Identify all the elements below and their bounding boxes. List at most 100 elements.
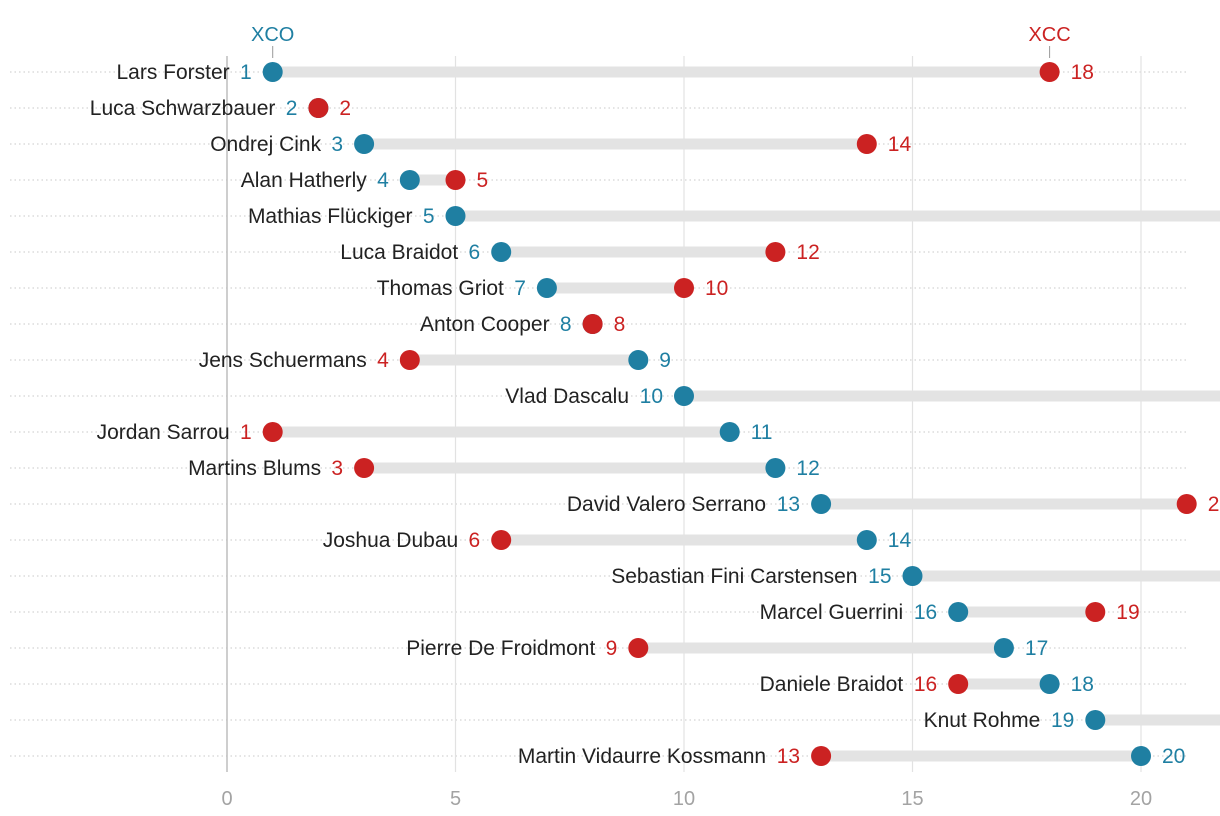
rider-name: Luca Braidot xyxy=(340,241,458,264)
point-xcc xyxy=(582,314,603,334)
value-label-xco: 17 xyxy=(1025,637,1048,660)
x-tick-label: 10 xyxy=(673,788,695,810)
rider-name: Thomas Griot xyxy=(377,277,504,300)
rider-name: Sebastian Fini Carstensen xyxy=(611,565,857,588)
range-bars xyxy=(272,66,1220,762)
value-label-xcc: 6 xyxy=(469,529,481,552)
point-xco xyxy=(719,422,740,442)
point-xcc xyxy=(765,242,786,262)
series-label-xco: XCO xyxy=(251,24,294,46)
value-label-xcc: 12 xyxy=(796,241,819,264)
value-label-xco: 20 xyxy=(1162,745,1185,768)
x-tick-label: 20 xyxy=(1130,788,1152,810)
rider-name: Vlad Dascalu xyxy=(505,385,629,408)
value-label-xco: 15 xyxy=(868,565,891,588)
value-label-xco: 4 xyxy=(377,169,389,192)
point-xco xyxy=(902,566,923,586)
point-xco xyxy=(1085,710,1106,730)
value-label-xcc: 10 xyxy=(705,277,728,300)
value-label-xcc: 18 xyxy=(1071,61,1094,84)
value-label-xco: 2 xyxy=(286,97,298,120)
value-label-xco: 5 xyxy=(423,205,435,228)
point-xco xyxy=(445,206,466,226)
point-xcc xyxy=(308,98,329,118)
value-label-xco: 18 xyxy=(1071,673,1094,696)
x-axis-ticks: 0510152025303540 xyxy=(221,788,1152,810)
value-label-xcc: 9 xyxy=(606,637,618,660)
rider-name: Daniele Braidot xyxy=(760,673,904,696)
point-xcc xyxy=(399,350,420,370)
series-header: XCO XCC xyxy=(251,24,1071,58)
value-label-xco: 16 xyxy=(914,601,937,624)
point-xco xyxy=(811,494,832,514)
labels: 1 18 Lars Forster 2 2 Luca Schwarzbauer 3 14 Ond… xyxy=(90,61,1220,768)
point-xco xyxy=(674,386,694,406)
value-label-xco: 9 xyxy=(659,349,671,372)
point-xco xyxy=(765,458,786,478)
point-xcc xyxy=(811,746,832,766)
point-xco xyxy=(354,134,375,154)
rider-name: Jens Schuermans xyxy=(199,349,367,372)
point-xcc xyxy=(1085,602,1106,622)
point-xco xyxy=(856,530,877,550)
rider-name: Marcel Guerrini xyxy=(760,601,904,624)
rider-name: Pierre De Froidmont xyxy=(406,637,595,660)
rider-name: Ondrej Cink xyxy=(210,133,321,156)
point-xco xyxy=(1039,674,1060,694)
point-xcc xyxy=(445,170,466,190)
value-label-xco: 3 xyxy=(331,133,343,156)
value-label-xcc: 5 xyxy=(477,169,489,192)
point-xco xyxy=(262,62,283,82)
value-label-xcc: 16 xyxy=(914,673,937,696)
point-xco xyxy=(491,242,512,262)
point-xco xyxy=(1131,746,1151,766)
value-label-xcc: 8 xyxy=(614,313,626,336)
value-label-xco: 10 xyxy=(640,385,663,408)
point-xcc xyxy=(948,674,969,694)
value-label-xco: 13 xyxy=(777,493,800,516)
point-xcc xyxy=(491,530,512,550)
rider-name: Martins Blums xyxy=(188,457,321,480)
value-label-xco: 8 xyxy=(560,313,572,336)
value-label-xcc: 2 xyxy=(339,97,351,120)
point-xcc xyxy=(1176,494,1197,514)
point-xco xyxy=(948,602,969,622)
value-label-xcc: 4 xyxy=(377,349,389,372)
point-xcc xyxy=(674,278,694,298)
point-xco xyxy=(993,638,1014,658)
rider-name: Luca Schwarzbauer xyxy=(90,97,276,120)
gridlines xyxy=(226,56,1142,772)
value-label-xcc: 14 xyxy=(888,133,912,156)
value-label-xco: 7 xyxy=(514,277,526,300)
rider-name: Alan Hatherly xyxy=(241,169,368,192)
point-xcc xyxy=(1039,62,1060,82)
point-xco xyxy=(536,278,557,298)
series-label-xcc: XCC xyxy=(1028,24,1070,46)
point-xcc xyxy=(856,134,877,154)
value-label-xco: 1 xyxy=(240,61,252,84)
x-tick-label: 5 xyxy=(450,788,461,810)
point-xco xyxy=(399,170,420,190)
rider-name: Joshua Dubau xyxy=(323,529,458,552)
x-tick-label: 0 xyxy=(221,788,232,810)
x-tick-label: 15 xyxy=(901,788,923,810)
rider-name: David Valero Serrano xyxy=(567,493,766,516)
rider-name: Martin Vidaurre Kossmann xyxy=(518,745,766,768)
point-xcc xyxy=(354,458,375,478)
rider-name: Anton Cooper xyxy=(420,313,550,336)
point-xcc xyxy=(628,638,649,658)
data-points xyxy=(262,62,1197,766)
point-xco xyxy=(628,350,649,370)
value-label-xco: 12 xyxy=(796,457,819,480)
rider-name: Lars Forster xyxy=(116,61,229,84)
value-label-xcc: 13 xyxy=(777,745,800,768)
rider-name: Knut Rohme xyxy=(924,709,1041,732)
rider-name: Jordan Sarrou xyxy=(97,421,230,444)
value-label-xco: 14 xyxy=(888,529,912,552)
value-label-xcc: 3 xyxy=(331,457,343,480)
rider-name: Mathias Flückiger xyxy=(248,205,413,228)
value-label-xcc: 21 xyxy=(1208,493,1220,516)
value-label-xcc: 19 xyxy=(1116,601,1139,624)
value-label-xco: 6 xyxy=(469,241,481,264)
